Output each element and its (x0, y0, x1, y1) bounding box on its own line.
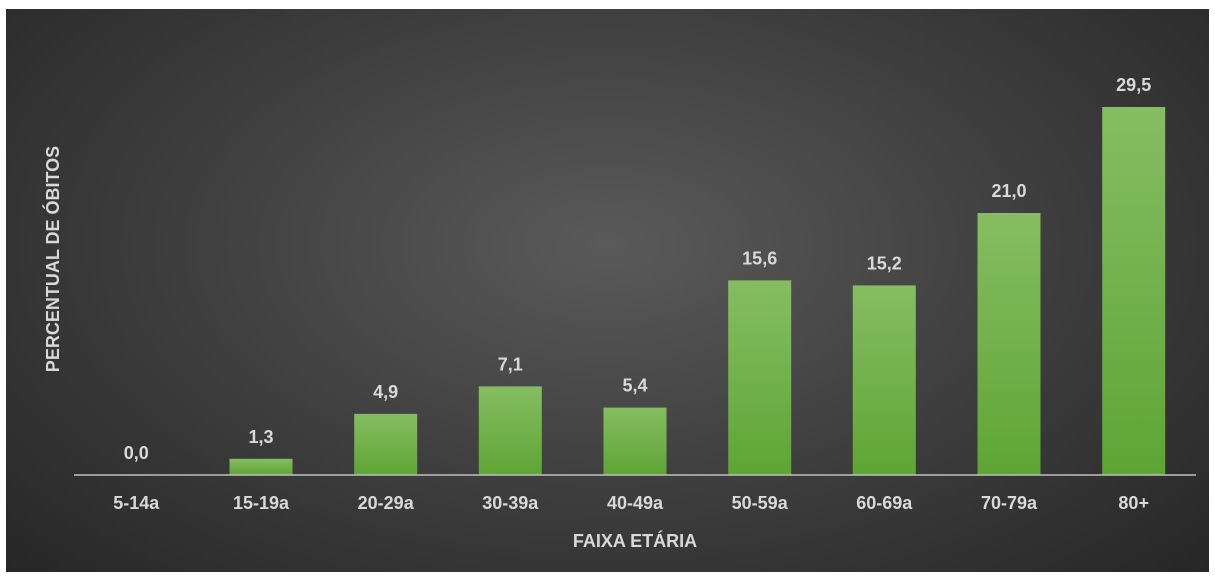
data-label-40-49a: 5,4 (622, 376, 647, 396)
bar-20-29a (354, 413, 418, 475)
data-label-5-14a: 0,0 (124, 443, 149, 463)
x-tick-label-60-69a: 60-69a (856, 493, 913, 513)
bar-50-59a (728, 280, 792, 475)
x-tick-label-70-79a: 70-79a (981, 493, 1038, 513)
bar-70-79a (977, 213, 1041, 475)
bars-group (229, 107, 1166, 475)
x-tick-label-40-49a: 40-49a (607, 493, 664, 513)
x-tick-label-80+: 80+ (1118, 493, 1149, 513)
bar-chart: 0,0 1,3 4,9 7,1 5,4 15,6 15,2 21,0 29,5 5-14a 15-… (42, 75, 1196, 551)
data-label-70-79a: 21,0 (991, 181, 1026, 201)
x-tick-label-5-14a: 5-14a (113, 493, 160, 513)
data-label-80+: 29,5 (1116, 75, 1151, 95)
data-label-60-69a: 15,2 (867, 253, 902, 273)
bar-15-19a (229, 458, 293, 475)
data-label-30-39a: 7,1 (498, 354, 523, 374)
x-tick-labels-group: 5-14a 15-19a 20-29a 30-39a 40-49a 50-59a 60-69… (113, 493, 1149, 513)
value-labels-group: 0,0 1,3 4,9 7,1 5,4 15,6 15,2 21,0 29,5 (124, 75, 1151, 463)
x-tick-label-50-59a: 50-59a (732, 493, 789, 513)
y-axis-title: PERCENTUAL DE ÓBITOS (42, 146, 63, 372)
x-tick-label-15-19a: 15-19a (233, 493, 290, 513)
data-label-15-19a: 1,3 (248, 427, 273, 447)
x-tick-label-30-39a: 30-39a (482, 493, 539, 513)
bar-40-49a (603, 407, 667, 475)
bar-30-39a (478, 386, 542, 475)
bar-60-69a (852, 285, 916, 475)
bar-80+ (1102, 107, 1166, 475)
data-label-50-59a: 15,6 (742, 248, 777, 268)
x-axis-title: FAIXA ETÁRIA (573, 530, 697, 551)
x-tick-label-20-29a: 20-29a (358, 493, 415, 513)
chart-frame: 0,0 1,3 4,9 7,1 5,4 15,6 15,2 21,0 29,5 5-14a 15-… (6, 9, 1209, 572)
data-label-20-29a: 4,9 (373, 382, 398, 402)
